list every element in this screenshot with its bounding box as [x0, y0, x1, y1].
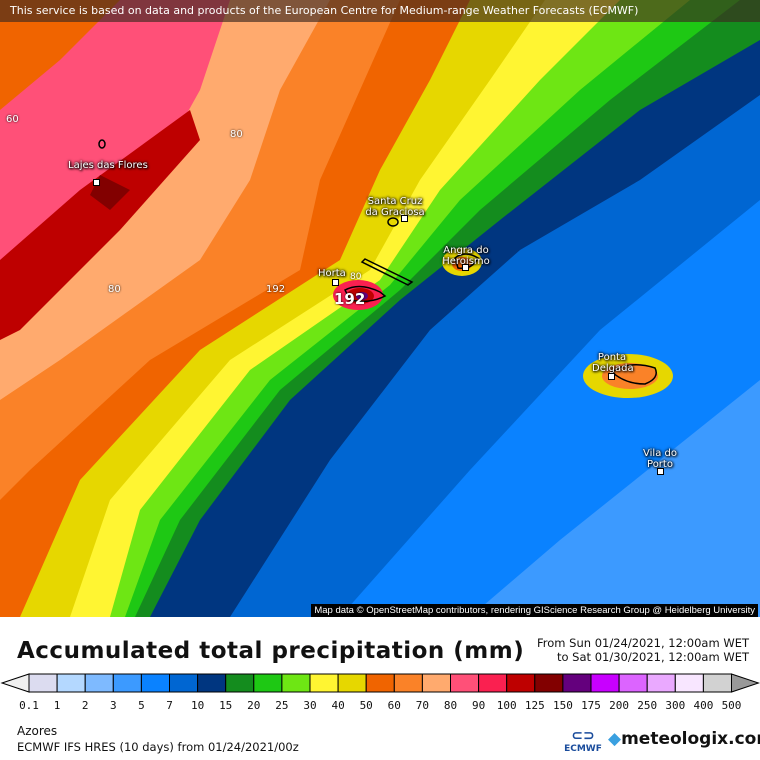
- ecmwf-logo[interactable]: ⊂⊃ ECMWF: [562, 728, 604, 754]
- legend-swatch-1: [56, 673, 86, 693]
- city-horta: Horta: [318, 268, 346, 279]
- city-lajes-das-flores: Lajes das Flores: [68, 160, 148, 171]
- precipitation-field: [0, 0, 760, 617]
- legend-label: 100: [496, 699, 517, 712]
- legend-swatch-10: [197, 673, 227, 693]
- time-period: From Sun 01/24/2021, 12:00am WET to Sat …: [537, 636, 749, 664]
- legend-label: 7: [166, 699, 173, 712]
- legend-label: 250: [637, 699, 658, 712]
- legend-under-arrow: [0, 673, 30, 693]
- legend-swatch-60: [393, 673, 423, 693]
- precipitation-map[interactable]: This service is based on data and produc…: [0, 0, 760, 617]
- model-info: ECMWF IFS HRES (10 days) from 01/24/2021…: [17, 740, 299, 754]
- meteologix-icon: ◆: [608, 729, 622, 749]
- legend-swatch-70: [421, 673, 451, 693]
- legend-label: 3: [109, 699, 117, 712]
- city-marker: [657, 468, 664, 475]
- legend-swatch-175: [590, 673, 620, 693]
- legend-label: 0.1: [19, 699, 39, 712]
- legend-swatch-7: [169, 673, 199, 693]
- legend-swatch-200: [618, 673, 648, 693]
- legend-swatch-100: [506, 673, 536, 693]
- color-legend: [0, 673, 760, 693]
- legend-swatch-15: [225, 673, 255, 693]
- legend-swatch-50: [365, 673, 395, 693]
- legend-swatch-0.1: [28, 673, 58, 693]
- legend-label: 25: [275, 699, 289, 712]
- contour-label: 80: [350, 272, 362, 282]
- legend-label: 15: [219, 699, 233, 712]
- legend-swatch-90: [478, 673, 508, 693]
- legend-swatch-5: [140, 673, 170, 693]
- legend-label: 20: [247, 699, 261, 712]
- legend-swatch-80: [450, 673, 480, 693]
- legend-label: 150: [552, 699, 573, 712]
- ecmwf-notice: This service is based on data and produc…: [0, 0, 760, 22]
- band-50-60-nw: [0, 0, 120, 110]
- period-to: to Sat 01/30/2021, 12:00am WET: [556, 650, 749, 664]
- meteologix-logo[interactable]: ◆meteologix.com: [608, 729, 760, 749]
- legend-label: 80: [443, 699, 458, 712]
- city-ponta-delgada: Ponta Delgada: [592, 352, 634, 374]
- legend-swatch-125: [534, 673, 564, 693]
- legend-label: 70: [415, 699, 430, 712]
- legend-label: 125: [524, 699, 545, 712]
- period-from: From Sun 01/24/2021, 12:00am WET: [537, 636, 749, 650]
- contour-label: 60: [6, 114, 19, 125]
- max-value-label: 192: [334, 290, 366, 308]
- legend-label: 60: [387, 699, 401, 712]
- legend-swatch-30: [309, 673, 339, 693]
- map-attribution: Map data © OpenStreetMap contributors, r…: [311, 604, 758, 617]
- legend-label: 10: [190, 699, 205, 712]
- city-marker: [462, 264, 469, 271]
- city-angra-do-heroismo: Angra do Heroismo: [442, 245, 490, 267]
- band-100-125: [0, 110, 200, 340]
- legend-swatch-300: [674, 673, 704, 693]
- city-marker: [332, 279, 339, 286]
- ecmwf-icon: ⊂⊃: [571, 728, 595, 744]
- legend-label: 40: [331, 699, 345, 712]
- legend-swatch-150: [562, 673, 592, 693]
- contour-label: 80: [108, 284, 121, 295]
- legend-label: 5: [138, 699, 145, 712]
- city-marker: [93, 179, 100, 186]
- contour-label: 80: [230, 129, 243, 140]
- legend-label: 2: [81, 699, 89, 712]
- legend-label: 400: [693, 699, 714, 712]
- legend-label: 30: [303, 699, 317, 712]
- legend-label: 1: [53, 699, 61, 712]
- legend-label: 175: [581, 699, 601, 712]
- contour-label: 192: [266, 284, 286, 295]
- legend-label: 50: [359, 699, 373, 712]
- legend-swatch-2: [84, 673, 114, 693]
- legend-label: 200: [609, 699, 630, 712]
- city-vila-do-porto: Vila do Porto: [643, 448, 677, 470]
- legend-over-arrow: [731, 673, 760, 693]
- legend-swatch-250: [646, 673, 676, 693]
- region-name: Azores: [17, 724, 58, 738]
- city-marker: [608, 373, 615, 380]
- band-125-150: [90, 175, 130, 210]
- legend-swatch-3: [112, 673, 142, 693]
- legend-swatch-25: [281, 673, 311, 693]
- city-marker: [401, 215, 408, 222]
- legend-label: 300: [665, 699, 686, 712]
- legend-label: 90: [471, 699, 486, 712]
- chart-title: Accumulated total precipitation (mm): [17, 638, 525, 664]
- city-santa-cruz-da-graciosa: Santa Cruz da Graciosa: [365, 196, 425, 218]
- legend-swatch-400: [702, 673, 733, 693]
- legend-swatch-40: [337, 673, 367, 693]
- legend-swatch-20: [253, 673, 283, 693]
- legend-label: 500: [721, 699, 742, 712]
